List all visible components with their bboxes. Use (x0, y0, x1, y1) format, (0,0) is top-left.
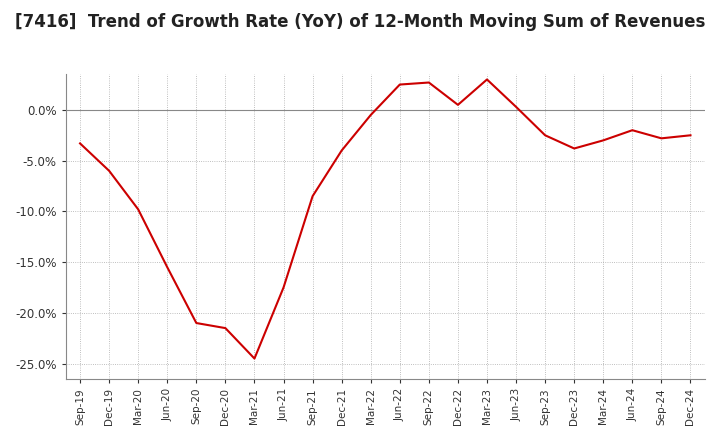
Text: [7416]  Trend of Growth Rate (YoY) of 12-Month Moving Sum of Revenues: [7416] Trend of Growth Rate (YoY) of 12-… (15, 13, 705, 31)
